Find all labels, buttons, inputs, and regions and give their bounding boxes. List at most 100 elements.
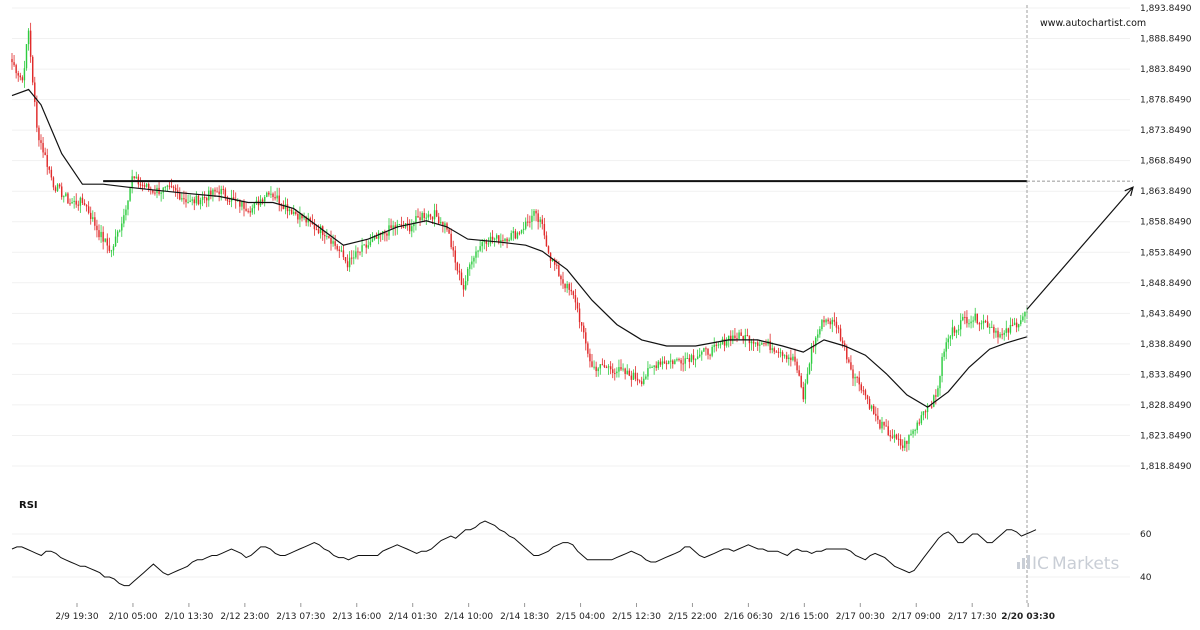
candle bbox=[50, 169, 53, 178]
candle bbox=[601, 364, 604, 366]
candle bbox=[794, 356, 796, 362]
candle bbox=[431, 216, 434, 220]
candle bbox=[572, 291, 575, 296]
moving-average-line bbox=[11, 88, 1028, 408]
candle bbox=[539, 219, 541, 222]
candle bbox=[781, 352, 784, 356]
candle bbox=[135, 176, 138, 179]
candle bbox=[949, 336, 952, 339]
candle bbox=[649, 367, 651, 369]
projection-arrowhead-icon bbox=[1124, 186, 1134, 197]
candle bbox=[489, 236, 492, 244]
logo-bars-icon bbox=[1017, 555, 1030, 569]
candle bbox=[690, 355, 693, 362]
candle bbox=[440, 221, 442, 224]
candle bbox=[203, 197, 206, 199]
candle bbox=[437, 216, 440, 224]
candle bbox=[966, 317, 968, 324]
candle bbox=[705, 348, 707, 350]
candle bbox=[854, 377, 856, 379]
candle bbox=[309, 218, 312, 222]
candle bbox=[353, 257, 355, 259]
rsi-line bbox=[11, 520, 1037, 587]
candle bbox=[17, 73, 19, 76]
rsi-axis-labels: 60 40 bbox=[1140, 530, 1152, 583]
candle bbox=[458, 270, 461, 273]
candle bbox=[657, 361, 660, 368]
candle bbox=[734, 335, 736, 339]
candle bbox=[197, 195, 200, 205]
rsi-tick-label: 60 bbox=[1140, 530, 1152, 540]
candle bbox=[547, 246, 550, 253]
candle bbox=[754, 342, 757, 344]
candle bbox=[164, 186, 167, 188]
autochartist-watermark: www.autochartist.com bbox=[1040, 18, 1146, 29]
candle bbox=[415, 216, 417, 224]
candle bbox=[727, 335, 730, 341]
candle bbox=[487, 243, 490, 245]
candle bbox=[719, 344, 722, 346]
x-tick-label: 2/10 05:00 bbox=[108, 612, 157, 622]
candle bbox=[814, 337, 817, 347]
candle bbox=[220, 188, 222, 194]
candle bbox=[930, 406, 933, 408]
candle bbox=[199, 200, 202, 205]
candle bbox=[357, 251, 359, 253]
candle bbox=[243, 201, 245, 209]
candle bbox=[783, 355, 786, 357]
x-tick-label: 2/12 23:00 bbox=[220, 612, 269, 622]
candle bbox=[533, 210, 535, 216]
candle bbox=[27, 30, 30, 45]
candle bbox=[582, 325, 585, 333]
candle bbox=[614, 372, 616, 374]
candle bbox=[216, 191, 218, 193]
candle bbox=[15, 65, 17, 74]
candle bbox=[607, 366, 610, 368]
x-tick-label: 2/20 03:30 bbox=[1001, 612, 1055, 622]
candle bbox=[493, 238, 496, 240]
candle bbox=[663, 361, 666, 364]
candle bbox=[77, 204, 80, 206]
candle bbox=[856, 377, 858, 379]
candle bbox=[348, 257, 351, 268]
candle bbox=[609, 366, 612, 370]
candle bbox=[564, 283, 566, 289]
candle bbox=[682, 363, 684, 365]
candle bbox=[672, 360, 674, 365]
candle bbox=[595, 366, 597, 372]
y-tick-label: 1,883.8490 bbox=[1140, 65, 1192, 75]
candle bbox=[551, 259, 554, 262]
candle bbox=[121, 223, 123, 231]
candle bbox=[835, 321, 838, 328]
candle bbox=[926, 405, 929, 413]
candle bbox=[821, 320, 823, 330]
candle bbox=[452, 247, 454, 251]
candle bbox=[1015, 322, 1018, 328]
candle bbox=[425, 217, 428, 219]
candle bbox=[305, 216, 307, 223]
candle bbox=[23, 68, 26, 81]
candle bbox=[218, 191, 220, 194]
candle bbox=[34, 82, 36, 103]
candle bbox=[1011, 324, 1014, 326]
candle bbox=[877, 415, 879, 420]
candle bbox=[935, 395, 937, 397]
candle bbox=[514, 231, 517, 239]
candle bbox=[13, 62, 15, 66]
candle bbox=[338, 249, 341, 251]
candle bbox=[100, 231, 102, 238]
candle bbox=[471, 261, 473, 265]
x-tick-label: 2/10 13:30 bbox=[164, 612, 213, 622]
candle bbox=[968, 323, 970, 325]
y-tick-label: 1,848.8490 bbox=[1140, 279, 1192, 289]
candle bbox=[531, 215, 533, 222]
candle bbox=[94, 217, 96, 226]
candle bbox=[756, 342, 759, 346]
candle bbox=[988, 327, 991, 329]
candle bbox=[953, 327, 956, 333]
candle bbox=[359, 251, 361, 253]
candle bbox=[67, 193, 69, 204]
candle bbox=[170, 186, 173, 188]
y-tick-label: 1,833.8490 bbox=[1140, 370, 1192, 380]
